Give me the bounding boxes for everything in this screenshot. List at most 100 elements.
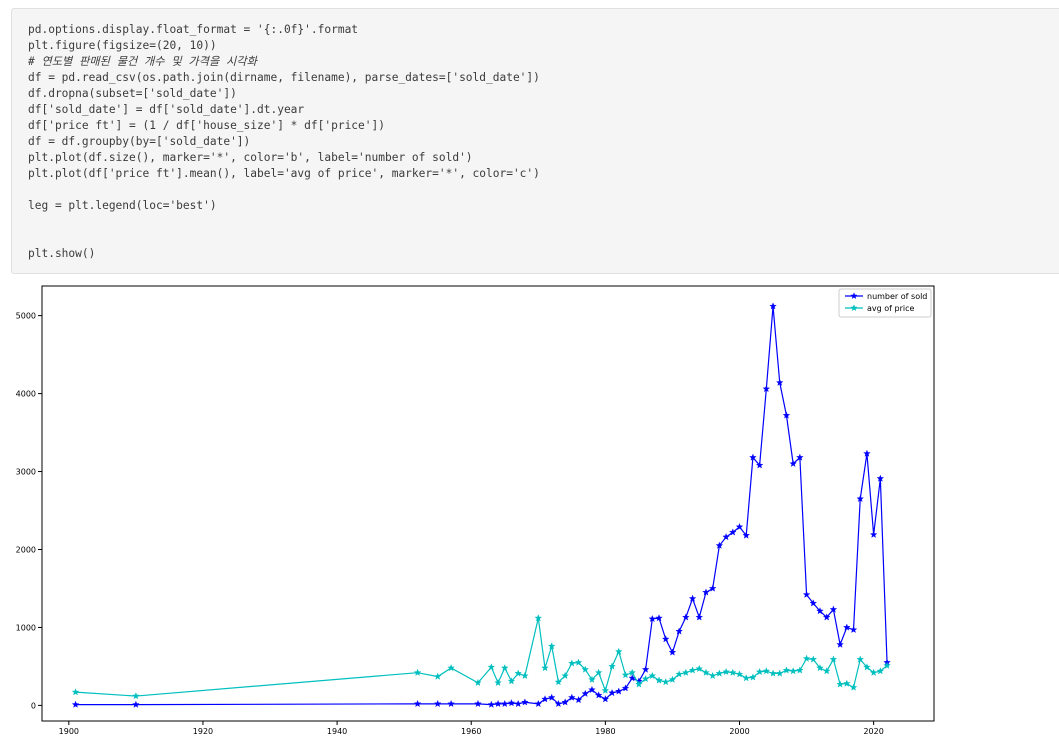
data-point (775, 669, 784, 677)
series-number-of-sold (71, 302, 891, 708)
data-point (541, 664, 549, 672)
data-point (494, 699, 502, 708)
data-point (655, 614, 663, 622)
data-point (715, 669, 724, 677)
data-point (661, 635, 670, 643)
cell-output: 0 1000 2000 3000 4000 5000 1900 1920 1940 1960 19… (0, 280, 1059, 751)
code-line (28, 214, 540, 230)
x-tick-label: 1920 (193, 727, 213, 736)
data-point (648, 671, 657, 680)
data-point (849, 625, 858, 634)
data-point (413, 668, 422, 676)
data-point (749, 453, 757, 461)
code-line: plt.plot(df.size(), marker='*', color='b… (28, 151, 473, 164)
data-point (574, 695, 583, 704)
data-point (608, 662, 616, 670)
y-tick-label: 1000 (16, 623, 36, 632)
x-tick-label: 1960 (461, 727, 481, 736)
data-point (749, 673, 757, 681)
data-point (829, 655, 838, 663)
data-point (769, 302, 777, 310)
data-point (822, 667, 831, 675)
data-point (856, 655, 865, 663)
data-point (71, 700, 80, 708)
data-point (554, 678, 563, 686)
data-point (132, 700, 140, 708)
code-line: plt.show() (28, 247, 96, 260)
data-point (762, 667, 771, 675)
legend-label: number of sold (867, 292, 927, 301)
y-tick-label: 2000 (16, 545, 36, 554)
x-tick-label: 1940 (327, 727, 347, 736)
data-point (71, 688, 80, 696)
data-point (708, 584, 717, 592)
data-point (869, 668, 878, 676)
code-editor[interactable]: pd.options.display.float_format = '{:.0f… (28, 22, 540, 262)
data-point (615, 687, 623, 695)
data-point (722, 667, 730, 676)
data-point (534, 699, 543, 708)
data-point (594, 668, 603, 676)
data-point (682, 613, 690, 621)
data-point (715, 541, 724, 549)
data-point (729, 528, 737, 536)
data-point (822, 613, 831, 621)
legend: number of sold avg of price (838, 288, 932, 318)
data-point (433, 699, 442, 708)
data-point (514, 669, 522, 677)
data-point (668, 648, 677, 656)
data-point (836, 640, 844, 648)
data-point (775, 378, 784, 386)
data-point (474, 699, 482, 708)
data-point (755, 461, 764, 469)
y-tick-label: 4000 (16, 390, 36, 399)
data-point (782, 411, 791, 419)
data-point (695, 613, 704, 621)
data-point (487, 700, 496, 708)
data-point (735, 522, 744, 531)
data-point (809, 655, 818, 663)
code-line: leg = plt.legend(loc='best') (28, 199, 217, 212)
data-point (588, 685, 596, 694)
data-point (675, 627, 683, 635)
code-cell[interactable]: pd.options.display.float_format = '{:.0f… (11, 8, 1059, 274)
data-point (688, 666, 697, 674)
data-point (568, 693, 576, 701)
data-point (514, 699, 522, 708)
data-point (507, 699, 516, 707)
y-tick-label: 3000 (16, 468, 36, 477)
y-tick-label: 5000 (16, 312, 36, 321)
legend-marker (850, 304, 858, 312)
data-point (601, 695, 610, 703)
data-point (413, 699, 422, 708)
x-tick-label: 1900 (59, 727, 79, 736)
series-avg-of-price (71, 614, 891, 700)
data-point (507, 677, 516, 685)
data-point (132, 692, 140, 700)
code-line: df = pd.read_csv(os.path.join(dirname, f… (28, 71, 540, 84)
data-point (534, 614, 543, 622)
code-line: df['price ft'] = (1 / df['house_size'] *… (28, 119, 385, 132)
data-point (588, 675, 596, 683)
data-point (494, 678, 502, 687)
data-point (708, 671, 717, 680)
data-point (521, 671, 529, 680)
code-line: df = df.groupby(by=['sold_date']) (28, 135, 251, 148)
data-point (682, 668, 690, 676)
data-point (487, 663, 496, 671)
data-point (541, 695, 549, 703)
data-point (829, 605, 838, 613)
data-point (722, 533, 730, 541)
data-point (802, 590, 811, 598)
data-point (561, 671, 569, 680)
data-point (816, 607, 824, 615)
data-point (635, 680, 643, 688)
data-point (863, 663, 871, 671)
code-line (28, 230, 540, 246)
data-point (568, 659, 576, 667)
data-point (695, 664, 704, 672)
y-tick-label: 0 (31, 701, 36, 710)
code-line: plt.figure(figsize=(20, 10)) (28, 39, 217, 52)
data-point (554, 699, 563, 708)
